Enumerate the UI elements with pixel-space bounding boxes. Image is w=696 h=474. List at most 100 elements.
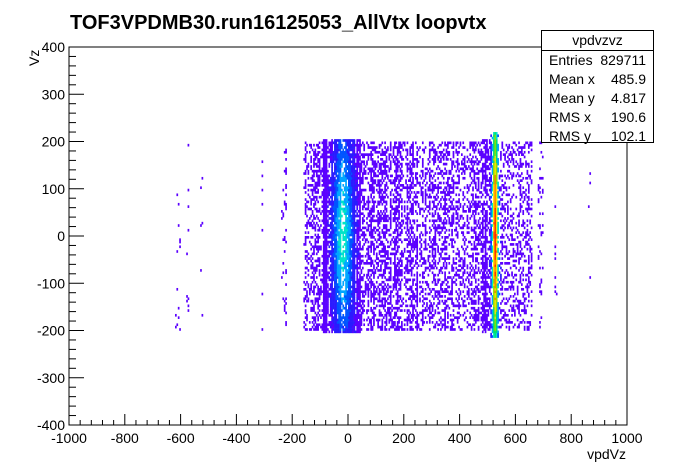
heatmap-cell — [416, 240, 419, 244]
heatmap-cell — [473, 313, 476, 317]
heatmap-cell — [334, 316, 336, 319]
heatmap-cell — [380, 273, 382, 277]
heatmap-cell — [359, 323, 361, 327]
heatmap-cell — [401, 309, 403, 312]
heatmap-cell — [395, 313, 398, 317]
heatmap-cell — [469, 254, 472, 258]
heatmap-cell — [348, 292, 350, 296]
heatmap-cell — [357, 280, 360, 284]
heatmap-cell — [409, 169, 412, 173]
heatmap-cell — [328, 278, 331, 282]
heatmap-cell — [394, 266, 396, 270]
heatmap-cell — [338, 219, 340, 223]
heatmap-cell — [449, 318, 452, 322]
heatmap-cell — [455, 169, 458, 173]
heatmap-cell — [413, 306, 416, 310]
heatmap-cell — [349, 226, 352, 230]
heatmap-cell — [348, 158, 350, 161]
heatmap-cell — [417, 160, 420, 164]
heatmap-cell — [413, 158, 416, 161]
heatmap-cell — [285, 311, 287, 315]
heatmap-cell — [363, 226, 366, 230]
heatmap-cell — [322, 273, 325, 277]
heatmap-cell — [356, 207, 359, 211]
heatmap-cell — [332, 228, 335, 232]
heatmap-cell — [428, 176, 431, 180]
heatmap-cell — [467, 200, 470, 204]
heatmap-cell — [324, 228, 326, 232]
heatmap-cell — [403, 238, 406, 242]
heatmap-cell — [373, 264, 375, 268]
heatmap-cell — [342, 313, 345, 317]
heatmap-cell — [370, 146, 373, 149]
heatmap-cell — [430, 195, 433, 199]
heatmap-cell — [353, 280, 356, 284]
heatmap-cell — [427, 186, 430, 190]
heatmap-cell — [427, 205, 430, 208]
heatmap-cell — [359, 313, 361, 317]
heatmap-cell — [427, 266, 430, 270]
heatmap-cell — [431, 295, 434, 298]
heatmap-cell — [343, 238, 346, 242]
heatmap-cell — [371, 295, 374, 298]
heatmap-cell — [452, 280, 455, 284]
heatmap-cell — [304, 158, 307, 161]
heatmap-cell — [320, 316, 322, 319]
heatmap-cell — [338, 221, 340, 225]
heatmap-cell — [359, 257, 361, 260]
heatmap-cell — [427, 313, 430, 317]
heatmap-cell — [359, 158, 361, 161]
heatmap-cell — [366, 176, 368, 180]
heatmap-cell — [389, 202, 392, 206]
heatmap-cell — [381, 280, 384, 284]
heatmap-cell — [441, 318, 444, 322]
heatmap-cell — [364, 240, 367, 244]
heatmap-cell — [388, 321, 391, 324]
heatmap-cell — [335, 276, 338, 279]
heatmap-cell — [385, 172, 388, 175]
heatmap-cell — [349, 311, 352, 315]
heatmap-cell — [283, 238, 286, 242]
heatmap-cell — [409, 200, 412, 204]
heatmap-cell — [315, 155, 318, 159]
heatmap-cell — [451, 200, 453, 204]
heatmap-cell — [445, 172, 448, 175]
heatmap-cell — [359, 254, 361, 258]
heatmap-cell — [402, 219, 405, 223]
heatmap-cell — [335, 287, 338, 291]
heatmap-cell — [283, 200, 286, 204]
heatmap-cell — [350, 299, 353, 303]
heatmap-cell — [406, 304, 409, 308]
heatmap-cell — [304, 155, 307, 159]
heatmap-cell — [458, 181, 460, 185]
heatmap-cell — [346, 297, 349, 301]
heatmap-cell — [385, 257, 388, 260]
heatmap-cell — [388, 217, 391, 220]
heatmap-cell — [424, 261, 427, 265]
heatmap-cell — [428, 264, 431, 268]
heatmap-cell — [304, 297, 307, 301]
heatmap-cell — [322, 153, 325, 156]
heatmap-cell — [377, 179, 379, 182]
heatmap-cell — [345, 167, 347, 171]
heatmap-cell — [469, 153, 472, 156]
heatmap-cell — [401, 259, 403, 263]
heatmap-cell — [356, 148, 359, 152]
heatmap-cell — [329, 217, 332, 220]
heatmap-cell — [320, 212, 322, 216]
heatmap-cell — [444, 221, 446, 225]
heatmap-cell — [334, 280, 336, 284]
heatmap-cell — [462, 205, 465, 208]
heatmap-cell — [335, 299, 338, 303]
heatmap-cell — [363, 148, 366, 152]
heatmap-cell — [339, 193, 342, 197]
heatmap-cell — [445, 181, 448, 185]
heatmap-cell — [348, 283, 350, 286]
heatmap-cell — [377, 210, 379, 213]
heatmap-cell — [384, 146, 386, 149]
heatmap-cell — [311, 148, 314, 152]
heatmap-cell — [426, 231, 428, 234]
heatmap-cell — [311, 193, 314, 197]
heatmap-cell — [472, 198, 474, 201]
heatmap-cell — [451, 245, 453, 249]
